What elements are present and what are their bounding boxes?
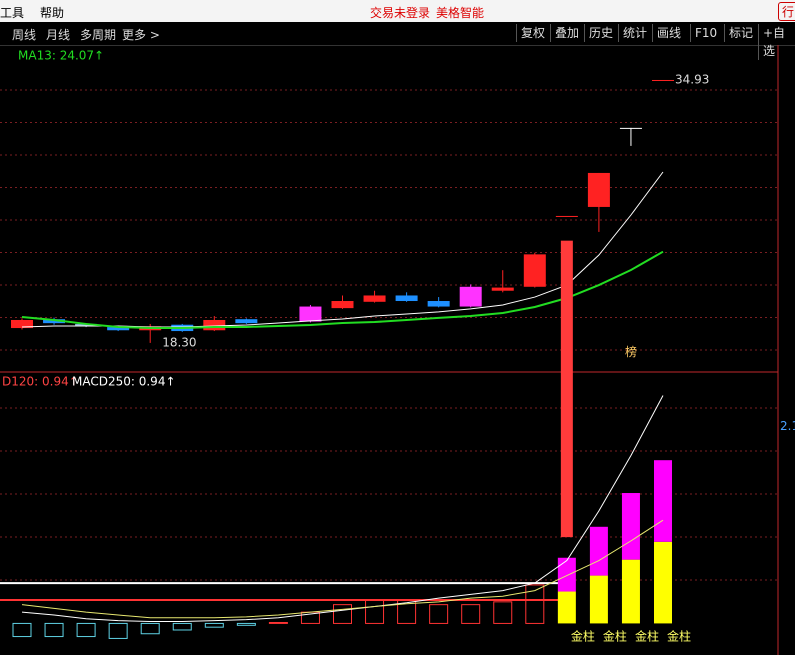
macd-bar: [365, 599, 385, 624]
toolbar: 周线 月线 多周期 更多 > 复权 叠加 历史 统计 画线 F10 标记 +自选: [0, 22, 795, 60]
indicator-label: D120: 0.94↑: [2, 375, 79, 389]
candle-body: [395, 295, 418, 302]
toolbar-button[interactable]: 周线: [12, 28, 37, 42]
macd-bar: [268, 621, 288, 624]
bar-label: 金柱: [667, 629, 691, 644]
candle-body: [11, 319, 33, 329]
indicator-line: [21, 519, 664, 619]
candle-body: [619, 127, 642, 129]
toolbar-button[interactable]: 月线: [46, 28, 71, 42]
candle-body: [43, 319, 66, 324]
macd-bar: [108, 622, 128, 639]
menu-item[interactable]: 帮助: [40, 6, 65, 20]
bar-label: 金柱: [571, 629, 595, 644]
price-annotation: 18.30: [162, 335, 196, 349]
candle-body: [427, 301, 450, 307]
toolbar-button[interactable]: 统计: [618, 24, 651, 42]
macd-bar: [204, 622, 224, 628]
menu-item[interactable]: 工具: [0, 6, 25, 20]
candle-body: [587, 172, 610, 207]
stock-name: 美格智能: [436, 6, 485, 20]
macd-bar: [236, 622, 256, 626]
candle-body: [523, 254, 546, 287]
macd-bar: [333, 604, 352, 624]
indicator-label: MACD250: 0.94↑: [72, 375, 176, 389]
toolbar-button[interactable]: 复权: [516, 24, 549, 42]
bar-label: 金柱: [635, 629, 659, 644]
y-tick-label: 2.1: [780, 419, 795, 433]
spike-bar: [560, 240, 573, 538]
toolbar-button[interactable]: 多周期: [80, 28, 117, 42]
indicator-line: [21, 395, 664, 623]
toolbar-button[interactable]: 画线: [652, 24, 685, 42]
macd-bar: [44, 622, 64, 638]
candle-body: [75, 323, 98, 327]
macd-bar: [525, 584, 545, 624]
candle-body: [235, 319, 258, 324]
gold-bar: [557, 591, 576, 624]
corner-button[interactable]: 行: [778, 2, 795, 21]
gold-bar: [589, 526, 608, 576]
macd-bar: [493, 601, 513, 624]
menu-bar: 工具 帮助 交易未登录 美格智能 行: [0, 0, 795, 22]
candle-body: [555, 215, 578, 217]
toolbar-button[interactable]: +自选: [758, 24, 795, 60]
ma-line: [21, 250, 664, 330]
macd-bar: [12, 622, 32, 638]
toolbar-button[interactable]: 更多 >: [122, 28, 160, 42]
candle-body: [203, 319, 226, 331]
toolbar-button[interactable]: 叠加: [550, 24, 583, 42]
chart: MA13: 24.07↑ 34.93 18.30 榜 D120: 0.94↑MACD25…: [0, 45, 795, 655]
indicator-label: MA13: 24.07↑: [18, 49, 104, 63]
candle-body: [363, 295, 386, 302]
gold-bar: [589, 575, 608, 624]
candle-body: [652, 79, 674, 81]
gold-bar: [557, 557, 576, 592]
toolbar-button[interactable]: F10: [690, 24, 721, 42]
toolbar-button[interactable]: 标记: [724, 24, 757, 42]
gold-bar: [654, 460, 672, 542]
price-annotation: 34.93: [675, 72, 709, 86]
candle-body: [331, 301, 354, 309]
candle-body: [459, 286, 482, 307]
candle-body: [107, 327, 130, 331]
macd-bar: [76, 622, 96, 638]
badge: 榜: [625, 344, 637, 359]
gold-bar: [654, 541, 672, 624]
ma-line: [21, 171, 664, 328]
bar-label: 金柱: [603, 629, 627, 644]
macd-bar: [172, 622, 192, 631]
status: 交易未登录: [370, 6, 431, 20]
gold-bar: [621, 493, 640, 560]
gold-bar: [621, 559, 640, 624]
macd-bar: [461, 604, 481, 624]
macd-bar: [397, 599, 417, 624]
candle-body: [299, 306, 322, 322]
macd-bar: [140, 622, 160, 635]
candle-body: [491, 287, 514, 291]
toolbar-button[interactable]: 历史: [584, 24, 617, 42]
macd-bar: [429, 604, 449, 624]
